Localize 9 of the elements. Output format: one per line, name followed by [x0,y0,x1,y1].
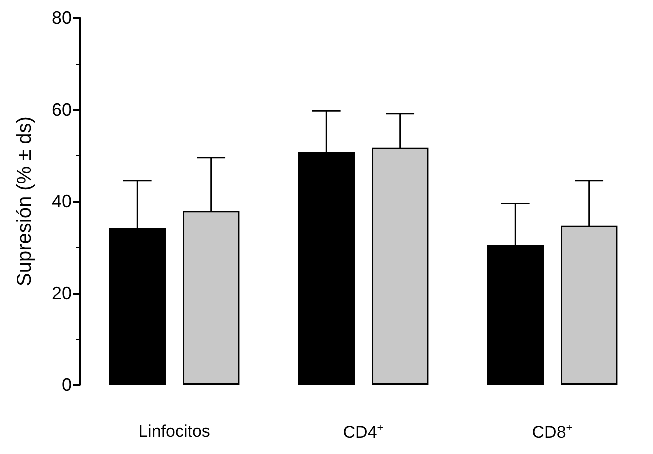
y-axis-title: Supresión (% ± ds) [14,116,36,286]
y-tick-label: 40 [52,192,72,212]
x-tick-label: CD8+ [532,422,573,442]
x-tick-label: CD4+ [343,422,384,442]
y-tick-label: 60 [52,100,72,120]
y-tick-label: 0 [62,375,72,395]
y-tick-label: 20 [52,283,72,304]
y-tick-label: 80 [52,8,72,28]
x-tick-label: Linfocitos [138,422,210,441]
